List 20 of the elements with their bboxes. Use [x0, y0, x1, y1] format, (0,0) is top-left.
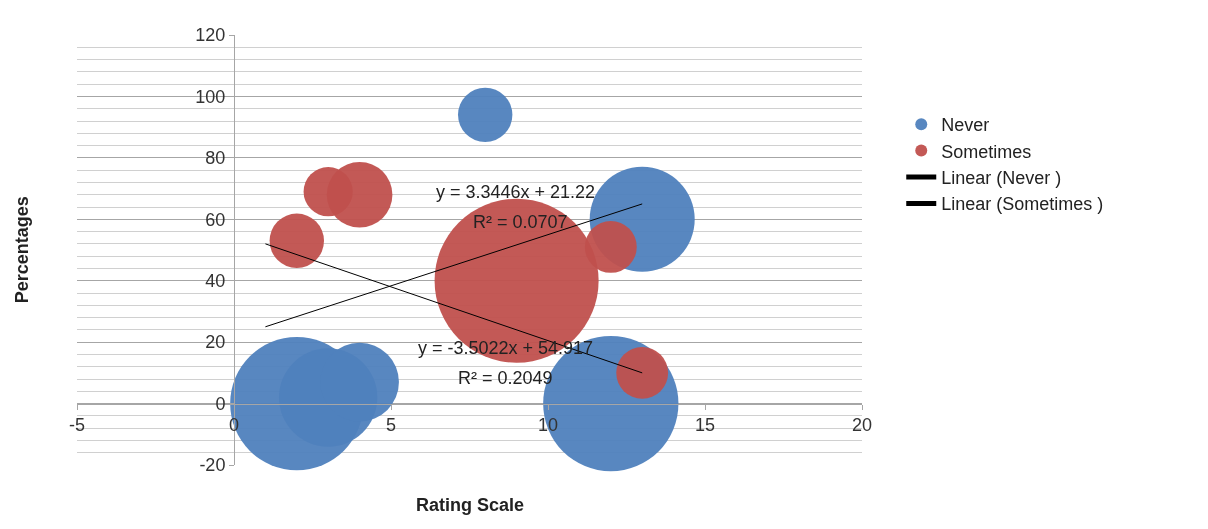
x-tick-label: 5	[385, 415, 397, 436]
y-axis-title: Percentages	[12, 196, 33, 304]
legend-label: Never	[941, 115, 990, 136]
y-tick-label: 80	[205, 148, 226, 169]
x-tick-label: 20	[851, 415, 873, 436]
x-tick-label: -5	[68, 415, 86, 436]
y-tick-label: 20	[205, 332, 226, 353]
x-tick-label: 15	[694, 415, 716, 436]
annotation: R² = 0.0707	[473, 212, 568, 232]
y-tick-label: 120	[195, 25, 226, 46]
x-axis-title: Rating Scale	[416, 495, 525, 515]
y-tick-label: 100	[195, 86, 226, 107]
legend-label: Linear (Never )	[941, 168, 1062, 189]
y-tick-label: 0	[215, 393, 226, 414]
legend-label: Sometimes	[941, 141, 1032, 162]
annotation: y = 3.3446x + 21.22	[436, 182, 596, 202]
y-tick-label: -20	[199, 455, 226, 476]
legend-label: Linear (Sometimes )	[941, 194, 1104, 215]
y-tick-label: 40	[205, 271, 226, 292]
y-tick-label: 60	[205, 209, 226, 230]
